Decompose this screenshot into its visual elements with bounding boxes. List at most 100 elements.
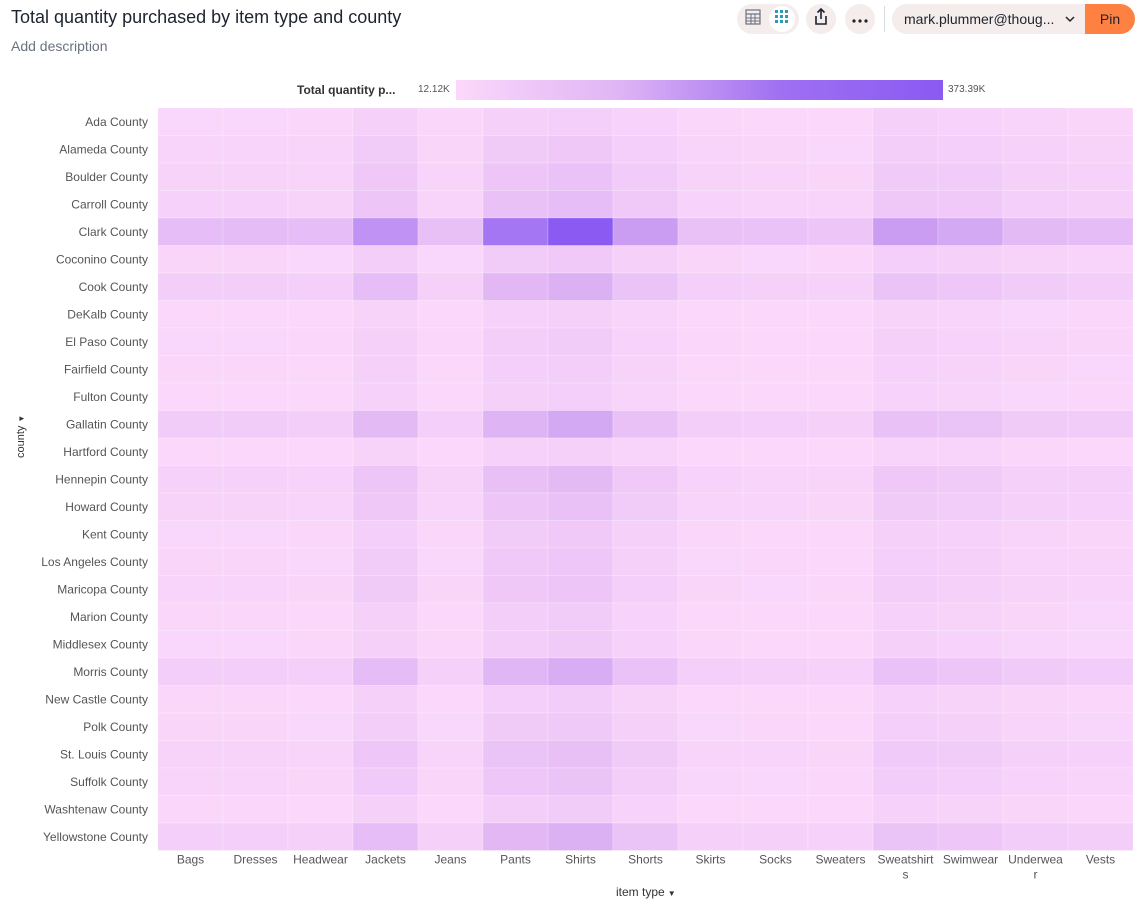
- heatmap-cell[interactable]: [287, 520, 354, 549]
- heatmap-cell[interactable]: [677, 602, 744, 631]
- heatmap-cell[interactable]: [937, 107, 1004, 136]
- heatmap-cell[interactable]: [417, 657, 484, 686]
- heatmap-cell[interactable]: [547, 520, 614, 549]
- heatmap-cell[interactable]: [287, 767, 354, 796]
- heatmap-cell[interactable]: [1002, 437, 1069, 466]
- heatmap-cell[interactable]: [612, 300, 679, 329]
- heatmap-cell[interactable]: [807, 217, 874, 246]
- heatmap-cell[interactable]: [1002, 575, 1069, 604]
- heatmap-cell[interactable]: [937, 520, 1004, 549]
- heatmap-cell[interactable]: [677, 547, 744, 576]
- heatmap-cell[interactable]: [547, 107, 614, 136]
- heatmap-cell[interactable]: [222, 575, 289, 604]
- heatmap-cell[interactable]: [157, 822, 224, 851]
- heatmap-cell[interactable]: [482, 822, 549, 851]
- heatmap-cell[interactable]: [872, 272, 939, 301]
- heatmap-cell[interactable]: [417, 795, 484, 824]
- heatmap-cell[interactable]: [222, 740, 289, 769]
- heatmap-cell[interactable]: [1002, 135, 1069, 164]
- heatmap-cell[interactable]: [287, 135, 354, 164]
- heatmap-cell[interactable]: [807, 740, 874, 769]
- heatmap-cell[interactable]: [482, 767, 549, 796]
- heatmap-cell[interactable]: [742, 795, 809, 824]
- heatmap-cell[interactable]: [1067, 135, 1134, 164]
- heatmap-cell[interactable]: [742, 492, 809, 521]
- heatmap-cell[interactable]: [287, 547, 354, 576]
- heatmap-cell[interactable]: [677, 767, 744, 796]
- heatmap-cell[interactable]: [937, 245, 1004, 274]
- heatmap-cell[interactable]: [677, 162, 744, 191]
- heatmap-cell[interactable]: [1067, 465, 1134, 494]
- heatmap-cell[interactable]: [872, 602, 939, 631]
- heatmap-cell[interactable]: [157, 107, 224, 136]
- add-description[interactable]: Add description: [11, 38, 108, 54]
- more-options-button[interactable]: [845, 4, 875, 34]
- heatmap-cell[interactable]: [417, 190, 484, 219]
- heatmap-cell[interactable]: [417, 217, 484, 246]
- heatmap-cell[interactable]: [222, 437, 289, 466]
- heatmap-cell[interactable]: [482, 355, 549, 384]
- heatmap-cell[interactable]: [807, 327, 874, 356]
- heatmap-cell[interactable]: [352, 410, 419, 439]
- heatmap-cell[interactable]: [937, 410, 1004, 439]
- heatmap-cell[interactable]: [1067, 685, 1134, 714]
- heatmap-cell[interactable]: [417, 575, 484, 604]
- heatmap-cell[interactable]: [807, 135, 874, 164]
- heatmap-cell[interactable]: [1067, 602, 1134, 631]
- heatmap-cell[interactable]: [482, 135, 549, 164]
- heatmap-cell[interactable]: [677, 795, 744, 824]
- heatmap-cell[interactable]: [1002, 602, 1069, 631]
- heatmap-cell[interactable]: [222, 822, 289, 851]
- heatmap-cell[interactable]: [872, 575, 939, 604]
- heatmap-cell[interactable]: [287, 437, 354, 466]
- heatmap-cell[interactable]: [417, 492, 484, 521]
- heatmap-cell[interactable]: [612, 162, 679, 191]
- heatmap-cell[interactable]: [677, 107, 744, 136]
- heatmap-cell[interactable]: [417, 410, 484, 439]
- heatmap-cell[interactable]: [482, 327, 549, 356]
- heatmap-cell[interactable]: [157, 272, 224, 301]
- heatmap-cell[interactable]: [872, 712, 939, 741]
- heatmap-cell[interactable]: [1002, 245, 1069, 274]
- heatmap-cell[interactable]: [482, 492, 549, 521]
- heatmap-cell[interactable]: [547, 657, 614, 686]
- heatmap-cell[interactable]: [1067, 822, 1134, 851]
- heatmap-cell[interactable]: [482, 740, 549, 769]
- heatmap-cell[interactable]: [1067, 547, 1134, 576]
- heatmap-cell[interactable]: [482, 245, 549, 274]
- heatmap-cell[interactable]: [287, 245, 354, 274]
- heatmap-cell[interactable]: [1067, 520, 1134, 549]
- heatmap-cell[interactable]: [612, 657, 679, 686]
- heatmap-cell[interactable]: [417, 245, 484, 274]
- heatmap-cell[interactable]: [482, 465, 549, 494]
- heatmap-cell[interactable]: [222, 107, 289, 136]
- heatmap-cell[interactable]: [742, 685, 809, 714]
- heatmap-cell[interactable]: [222, 135, 289, 164]
- heatmap-cell[interactable]: [1067, 107, 1134, 136]
- heatmap-cell[interactable]: [352, 740, 419, 769]
- heatmap-cell[interactable]: [1002, 712, 1069, 741]
- heatmap-cell[interactable]: [352, 712, 419, 741]
- heatmap-cell[interactable]: [872, 795, 939, 824]
- heatmap-cell[interactable]: [482, 657, 549, 686]
- heatmap-cell[interactable]: [742, 355, 809, 384]
- heatmap-cell[interactable]: [547, 162, 614, 191]
- heatmap-cell[interactable]: [807, 767, 874, 796]
- heatmap-cell[interactable]: [937, 162, 1004, 191]
- heatmap-cell[interactable]: [157, 740, 224, 769]
- heatmap-cell[interactable]: [807, 300, 874, 329]
- heatmap-cell[interactable]: [417, 712, 484, 741]
- heatmap-cell[interactable]: [677, 630, 744, 659]
- heatmap-cell[interactable]: [417, 327, 484, 356]
- heatmap-cell[interactable]: [612, 547, 679, 576]
- heatmap-cell[interactable]: [222, 300, 289, 329]
- heatmap-cell[interactable]: [937, 135, 1004, 164]
- heatmap-cell[interactable]: [872, 685, 939, 714]
- heatmap-cell[interactable]: [547, 795, 614, 824]
- heatmap-cell[interactable]: [547, 382, 614, 411]
- heatmap-cell[interactable]: [872, 382, 939, 411]
- heatmap-cell[interactable]: [1067, 272, 1134, 301]
- heatmap-cell[interactable]: [547, 437, 614, 466]
- heatmap-cell[interactable]: [287, 685, 354, 714]
- heatmap-cell[interactable]: [547, 135, 614, 164]
